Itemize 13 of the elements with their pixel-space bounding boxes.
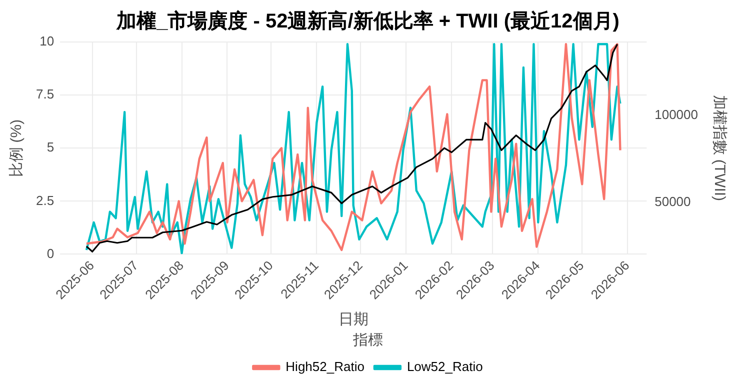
x-axis-title: 日期 xyxy=(338,311,368,328)
chart-title: 加權_市場廣度 - 52週新高/新低比率 + TWII (最近12個月) xyxy=(116,10,620,33)
y-tick-label: 7.5 xyxy=(36,86,54,102)
y-tick-label: 5 xyxy=(46,140,54,155)
y-axis-title: 比例 (%) xyxy=(8,119,26,177)
y-tick-label: 2.5 xyxy=(36,192,54,208)
y-tick-label: 10 xyxy=(40,34,54,49)
y2-tick-label: 100000 xyxy=(654,106,698,122)
legend-label: High52_Ratio xyxy=(286,359,364,374)
y2-axis-title: 加權指數 (TWII) xyxy=(710,95,728,202)
legend-label: Low52_Ratio xyxy=(406,359,483,374)
y2-tick-label: 50000 xyxy=(654,194,691,210)
y-tick-label: 0 xyxy=(46,246,54,261)
